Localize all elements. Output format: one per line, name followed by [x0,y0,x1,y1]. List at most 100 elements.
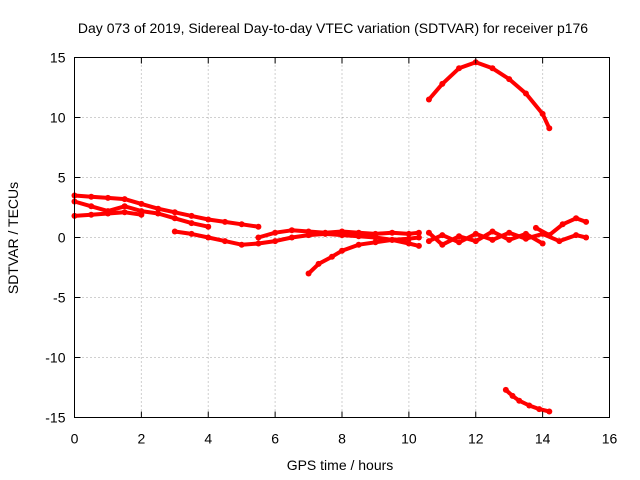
data-point [188,230,195,237]
data-point [171,228,178,235]
x-tick-label: 0 [71,431,79,447]
data-point [415,242,422,249]
x-tick-label: 14 [535,431,551,447]
axes: 0 2 4 6 8 10 12 14 16 -15 -10 -5 0 5 10 15 [45,50,617,447]
data-point [188,220,195,227]
data-point [121,196,128,203]
data-point [288,234,295,241]
data-point [415,229,422,236]
data-point [104,194,111,201]
data-point [171,209,178,216]
data-point [522,235,529,242]
x-tick-label: 16 [602,431,618,447]
data-point [456,65,463,72]
data-point [415,234,422,241]
data-point [532,224,539,231]
data-point [138,200,145,207]
data-point [238,221,245,228]
data-point [328,253,335,260]
data-point [221,238,228,245]
data-point [489,236,496,243]
data-point [573,215,580,222]
data-point [155,210,162,217]
data-point [539,110,546,117]
data-point [439,80,446,87]
data-point [559,221,566,228]
data-point [556,238,563,245]
data-point [516,397,523,404]
data-point [405,235,412,242]
data-point [104,210,111,217]
x-tick-label: 4 [204,431,212,447]
y-tick-label: -10 [45,350,65,366]
data-point [526,402,533,409]
data-point [546,232,553,239]
data-point [425,229,432,236]
data-point [489,228,496,235]
y-axis-label: SDTVAR / TECUs [5,182,21,294]
data-point [509,392,516,399]
y-tick-label: 0 [58,230,66,246]
data-point [88,203,95,210]
x-axis-label: GPS time / hours [287,457,394,473]
data-point [536,406,543,413]
data-point [305,270,312,277]
x-tick-label: 2 [137,431,145,447]
y-tick-label: 15 [50,50,66,66]
data-point [389,229,396,236]
data-point [506,76,513,83]
data-point [155,205,162,212]
data-point [489,65,496,72]
data-point [272,229,279,236]
data-point [322,229,329,236]
data-point [121,203,128,210]
data-point [439,241,446,248]
data-point [506,229,513,236]
y-tick-label: -15 [45,410,65,426]
data-point [272,238,279,245]
data-point [456,233,463,240]
x-tick-label: 12 [468,431,484,447]
data-point [288,227,295,234]
series-line-track-j [426,60,552,131]
data-point [502,386,509,393]
y-tick-label: -5 [53,290,66,306]
series-line-track-d [172,229,421,248]
data-point [522,230,529,237]
data-point [255,240,262,247]
data-point [472,230,479,237]
data-point [405,240,412,247]
data-point [389,236,396,243]
data-point [372,239,379,246]
data-point [546,408,553,415]
data-point [255,234,262,241]
data-point [546,125,553,132]
x-tick-label: 10 [401,431,417,447]
data-point [573,232,580,239]
data-point [355,241,362,248]
data-point [315,260,322,267]
plot-area [71,59,590,415]
data-point [238,241,245,248]
data-point [472,238,479,245]
data-point [583,218,590,225]
data-point [171,215,178,222]
data-point [506,236,513,243]
data-point [583,234,590,241]
y-tick-label: 10 [50,110,66,126]
x-tick-label: 8 [338,431,346,447]
chart-title: Day 073 of 2019, Sidereal Day-to-day VTE… [78,20,588,36]
data-point [305,228,312,235]
data-point [355,229,362,236]
data-point [205,223,212,230]
data-point [121,209,128,216]
data-point [439,232,446,239]
data-point [221,218,228,225]
data-point [372,230,379,237]
data-point [205,216,212,223]
data-point [88,193,95,200]
y-tick-label: 5 [58,170,66,186]
data-point [138,211,145,218]
data-point [522,90,529,97]
